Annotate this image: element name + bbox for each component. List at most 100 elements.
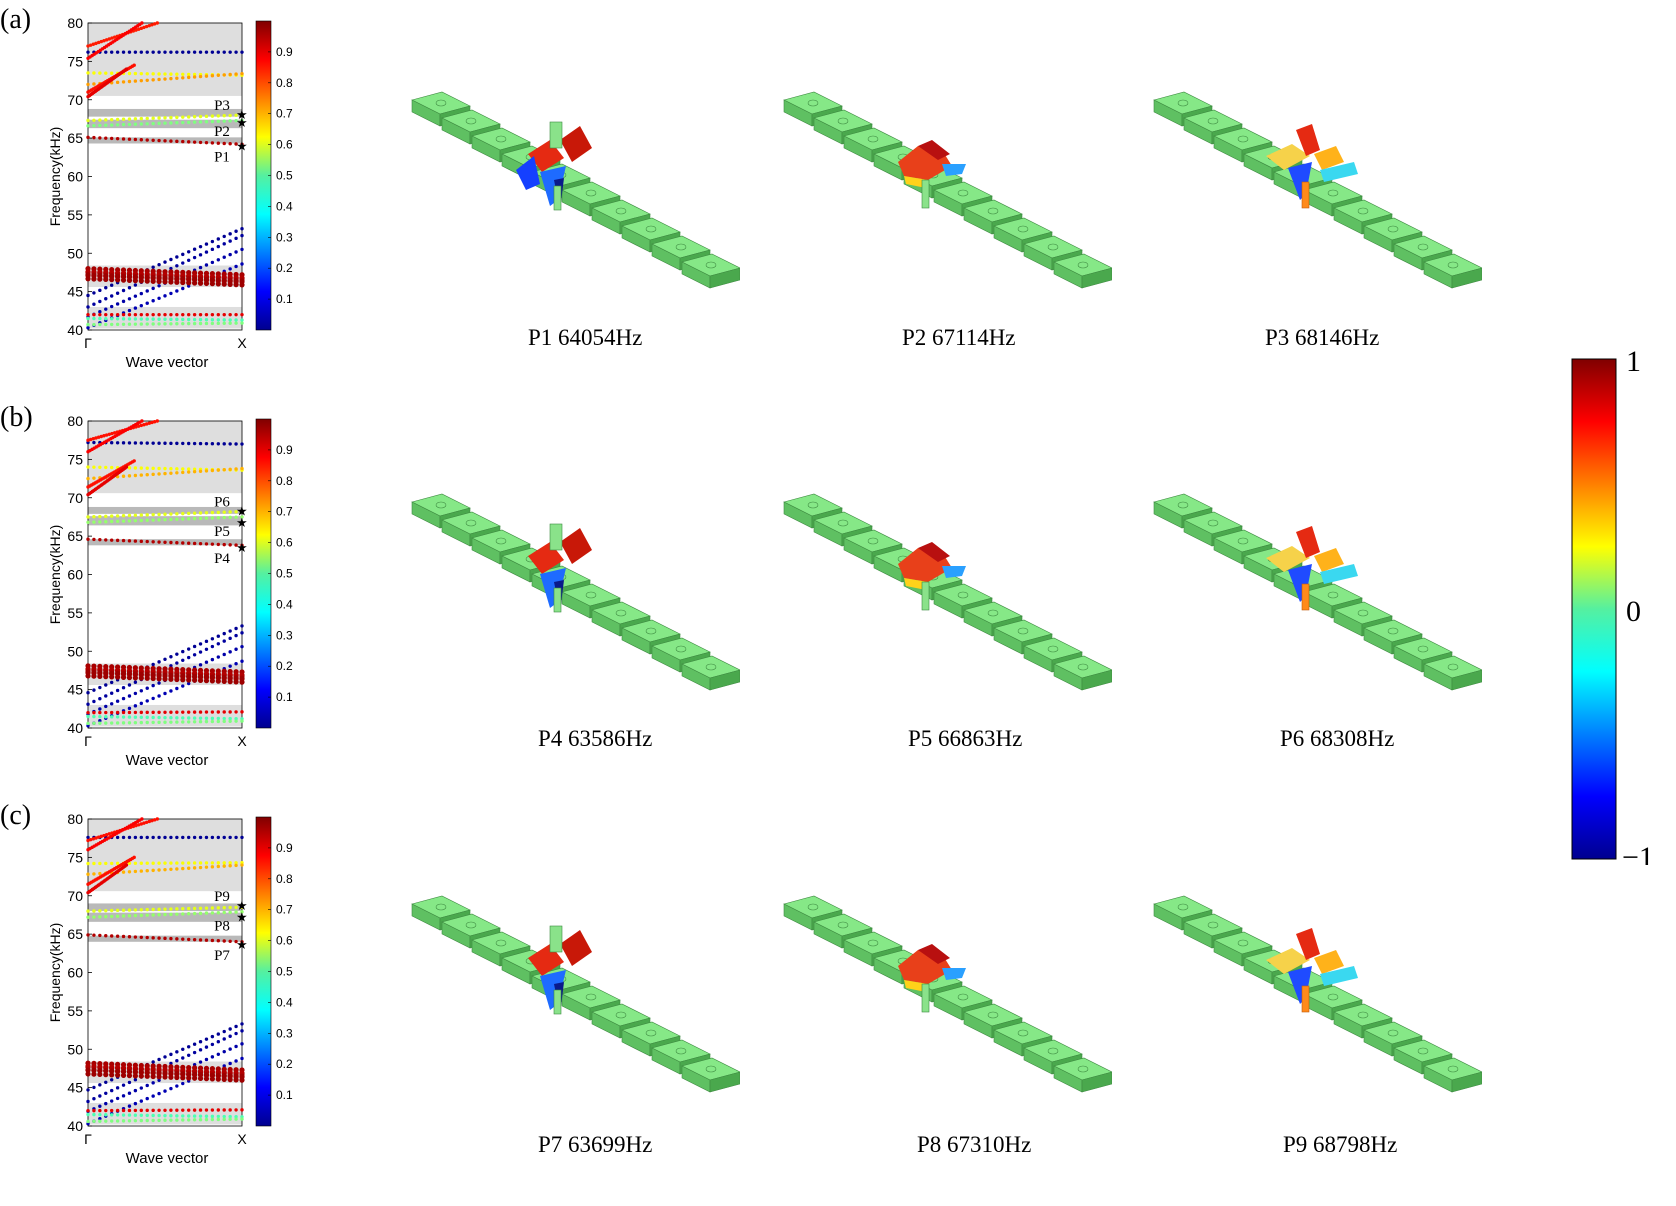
- mode-shape-p1: [411, 91, 740, 289]
- band-point: [92, 82, 96, 86]
- band-point: [92, 909, 96, 913]
- band-point: [163, 867, 167, 872]
- y-tick-label: 70: [67, 490, 83, 506]
- unit-cell-block: [681, 655, 740, 691]
- band-point: [163, 312, 167, 317]
- band-point: [121, 1113, 126, 1117]
- band-point: [121, 1119, 126, 1123]
- band-point: [221, 1072, 227, 1079]
- colorbar-tick-label: 0.1: [276, 1088, 293, 1102]
- band-point: [175, 72, 179, 76]
- band-point: [233, 1073, 239, 1079]
- band-point: [163, 50, 167, 54]
- mode-marker-star: ★: [236, 909, 248, 924]
- band-point: [150, 675, 156, 682]
- band-point: [222, 1037, 226, 1041]
- band-point: [157, 1078, 161, 1082]
- band-point: [157, 116, 161, 120]
- band-point: [240, 543, 244, 548]
- band-point: [157, 710, 161, 714]
- band-point: [139, 78, 144, 83]
- band-point: [216, 542, 221, 547]
- band-point: [192, 321, 197, 326]
- band-point: [240, 71, 244, 76]
- unit-cell-block: [681, 253, 740, 289]
- band-point: [210, 710, 215, 714]
- band-point: [110, 36, 114, 40]
- band-point: [186, 470, 191, 474]
- band-point: [98, 909, 102, 913]
- band-point: [228, 50, 232, 54]
- band-point: [127, 1119, 132, 1123]
- band-point: [210, 1042, 215, 1047]
- band-point: [86, 316, 90, 321]
- band-point: [151, 116, 155, 120]
- band-point: [234, 662, 238, 666]
- band-point: [234, 543, 238, 547]
- band-point: [109, 117, 114, 122]
- band-point: [145, 473, 149, 477]
- mode-deformation: [1266, 124, 1358, 209]
- band-point: [192, 312, 197, 317]
- band-point: [157, 317, 161, 321]
- band-point: [134, 28, 138, 32]
- band-point: [169, 115, 173, 120]
- band-point: [104, 1108, 108, 1113]
- band-point: [121, 710, 126, 715]
- band-point: [155, 817, 159, 821]
- band-point: [121, 721, 126, 725]
- band-point: [216, 73, 221, 78]
- band-point: [145, 907, 149, 912]
- band-point: [215, 1076, 221, 1082]
- band-point: [127, 914, 132, 918]
- band-point: [104, 286, 108, 290]
- band-point: [174, 1074, 180, 1081]
- band-point: [156, 672, 162, 678]
- band-point: [157, 518, 161, 522]
- band-point: [157, 512, 161, 517]
- band-point: [240, 719, 244, 723]
- band-point: [104, 1091, 108, 1095]
- band-point: [198, 1048, 203, 1052]
- band-point: [104, 710, 108, 715]
- band-point: [104, 721, 108, 725]
- band-point: [115, 514, 120, 518]
- band-point: [240, 631, 244, 635]
- band-point: [169, 907, 173, 911]
- band-point: [163, 720, 167, 724]
- band-point: [198, 716, 203, 720]
- band-point: [157, 1057, 161, 1062]
- band-point: [169, 912, 173, 917]
- band-point: [186, 258, 191, 263]
- band-point: [126, 671, 133, 677]
- band-point: [139, 913, 144, 918]
- band-point: [115, 123, 120, 127]
- band-point: [240, 509, 244, 514]
- band-point: [198, 120, 203, 124]
- band-point: [180, 673, 186, 679]
- band-point: [85, 673, 91, 679]
- band-point: [222, 50, 226, 54]
- band-point: [169, 317, 173, 322]
- band-point: [139, 122, 144, 126]
- global-colorbar-mid-label: 0: [1626, 595, 1641, 628]
- band-point: [240, 50, 244, 54]
- y-axis-label: Frequency(kHz): [47, 923, 63, 1023]
- band-point: [186, 1053, 191, 1057]
- band-point: [109, 514, 114, 518]
- band-point: [92, 933, 96, 937]
- band-point: [239, 1077, 245, 1083]
- band-point: [222, 515, 226, 520]
- band-point: [233, 1077, 239, 1083]
- band-point: [133, 322, 138, 326]
- band-point: [139, 1086, 144, 1090]
- band-point: [198, 720, 203, 724]
- band-point: [222, 542, 226, 547]
- band-point: [86, 915, 90, 919]
- band-point: [139, 138, 144, 142]
- band-point: [216, 318, 221, 322]
- band-point: [240, 1042, 244, 1046]
- band-point: [104, 914, 108, 919]
- band-point: [240, 226, 244, 231]
- band-point: [169, 517, 173, 522]
